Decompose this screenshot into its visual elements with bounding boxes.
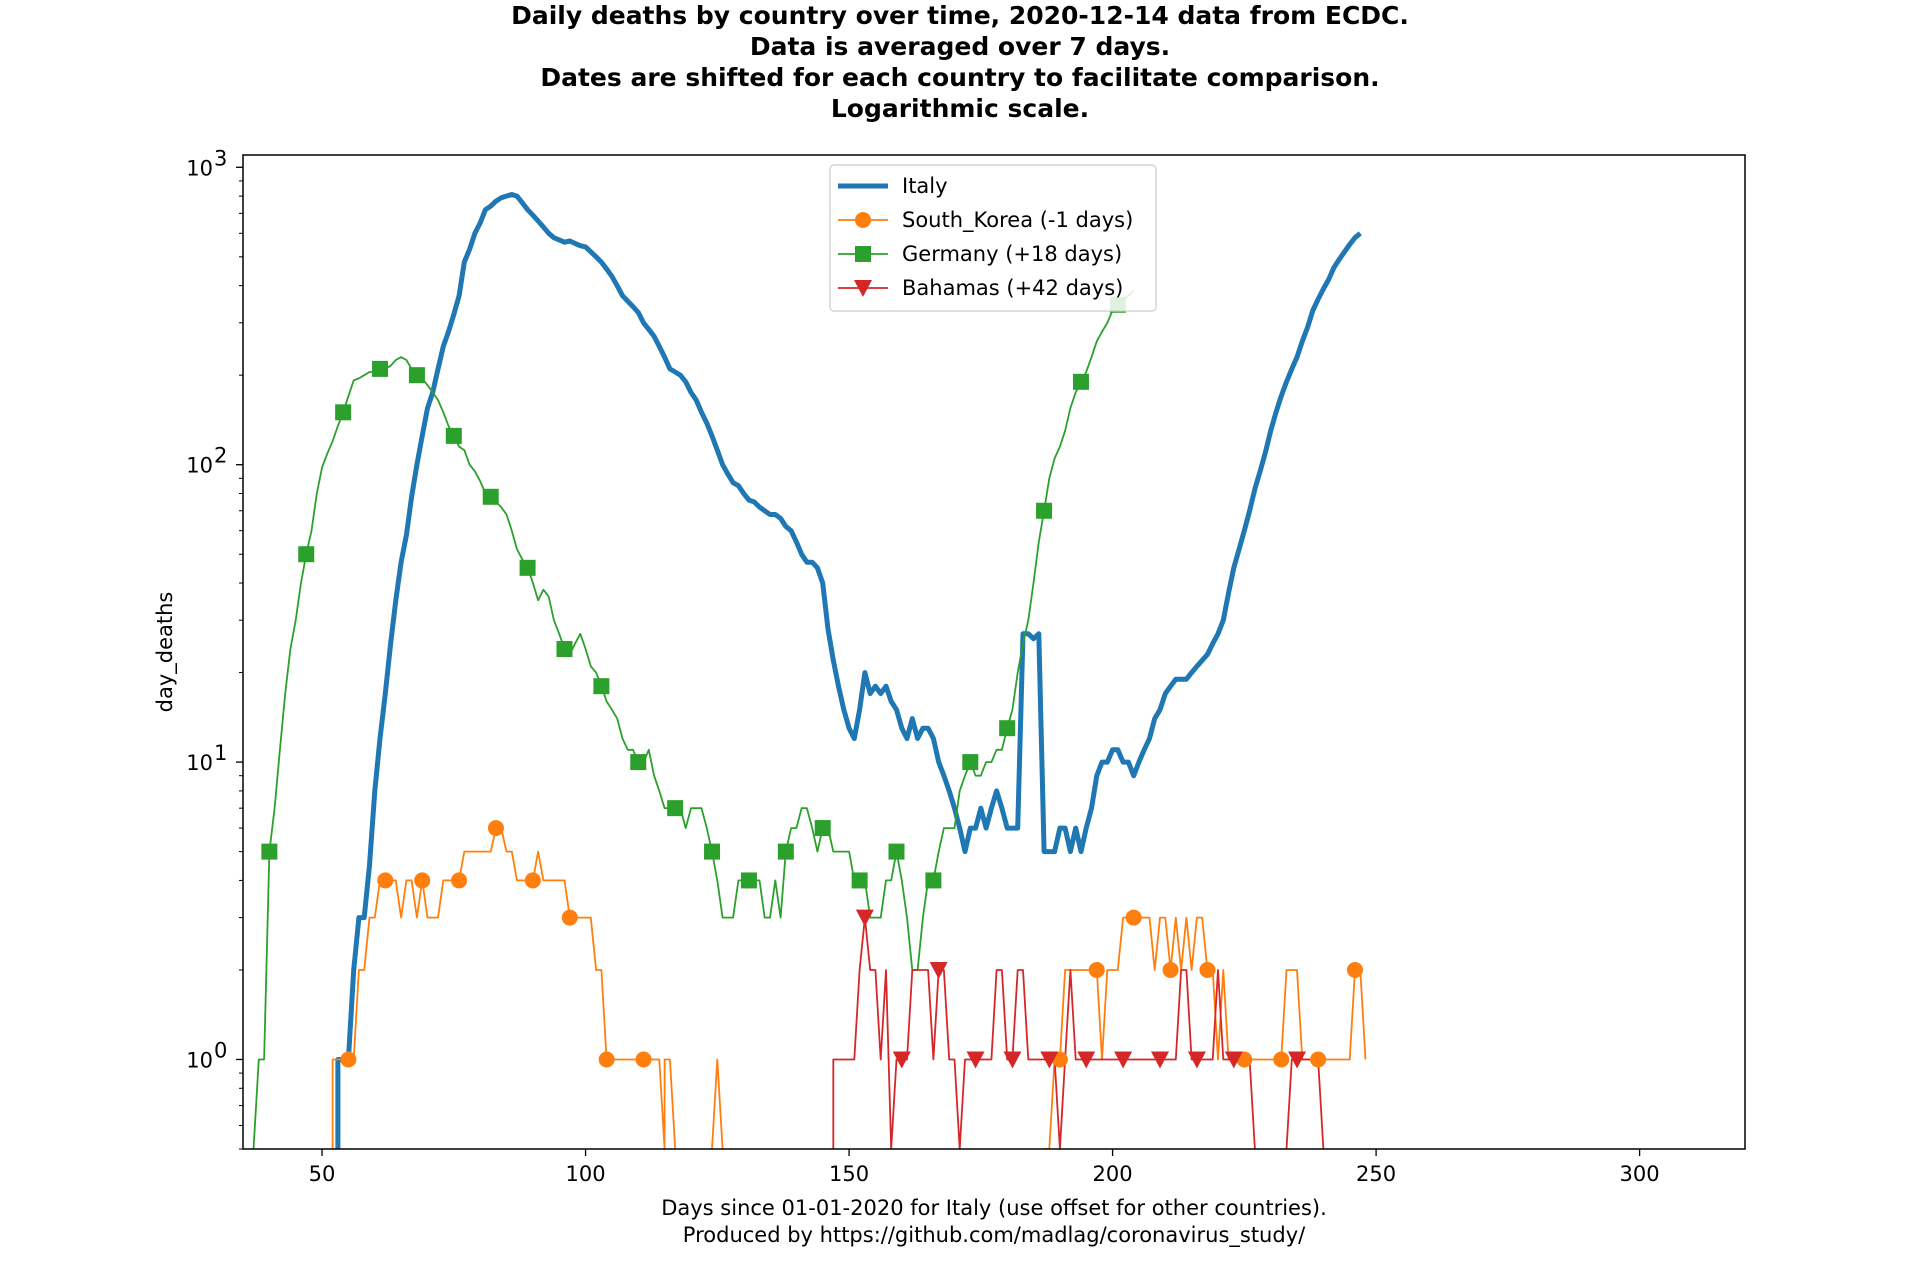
y-tick-label: 10 [186, 1048, 213, 1072]
data-point-marker [377, 872, 394, 889]
data-point-marker [1288, 1051, 1307, 1069]
data-point-marker [999, 720, 1016, 737]
data-point-marker [1036, 502, 1053, 519]
data-point-marker [962, 754, 979, 771]
data-point-marker [524, 872, 541, 889]
legend-label: Germany (+18 days) [902, 242, 1122, 266]
y-axis-label: day_deaths [153, 592, 178, 713]
y-tick-exponent: 0 [214, 1038, 227, 1062]
data-point-marker [561, 909, 578, 926]
legend-label: South_Korea (-1 days) [902, 208, 1133, 233]
data-point-marker [487, 820, 504, 837]
series-line-3 [832, 916, 1325, 1149]
data-point-marker [1199, 961, 1216, 978]
data-point-marker [451, 872, 468, 889]
data-point-marker [1310, 1051, 1327, 1068]
plot-frame [242, 154, 1746, 1150]
data-point-marker [635, 1051, 652, 1068]
data-point-marker [1072, 373, 1089, 390]
legend-label: Bahamas (+42 days) [902, 276, 1123, 300]
series-layer [252, 192, 1367, 1149]
data-point-marker [1162, 961, 1179, 978]
y-tick-label: 10 [186, 751, 213, 775]
data-point-marker [740, 872, 757, 889]
data-point-marker [1125, 909, 1142, 926]
data-point-marker [1347, 961, 1364, 978]
data-point-marker [704, 843, 721, 860]
legend-label: Italy [902, 174, 948, 198]
data-point-marker [408, 367, 425, 384]
data-point-marker [598, 1051, 615, 1068]
x-tick-label: 150 [829, 1162, 869, 1186]
series-line-2 [252, 289, 1135, 1149]
x-tick-label: 300 [1620, 1162, 1660, 1186]
data-point-marker [855, 909, 874, 927]
data-point-marker [925, 872, 942, 889]
x-tick-label: 200 [1093, 1162, 1133, 1186]
data-point-marker [966, 1051, 985, 1069]
chart-title-line: Daily deaths by country over time, 2020-… [511, 1, 1409, 30]
data-point-marker [1040, 1051, 1059, 1069]
data-point-marker [1077, 1051, 1096, 1069]
data-point-marker [445, 427, 462, 444]
y-tick-exponent: 2 [214, 444, 227, 468]
series-line-1 [331, 827, 1367, 1149]
data-point-marker [335, 404, 352, 421]
data-point-marker [1151, 1051, 1170, 1069]
data-point-marker [851, 872, 868, 889]
data-point-marker [519, 559, 536, 576]
data-point-marker [1003, 1051, 1022, 1069]
data-point-marker [414, 872, 431, 889]
chart-title-line: Dates are shifted for each country to fa… [540, 63, 1380, 92]
series-line-0 [335, 192, 1362, 1149]
data-point-marker [1187, 1051, 1206, 1069]
data-point-marker [667, 800, 684, 817]
data-point-marker [630, 754, 647, 771]
x-tick-label: 250 [1356, 1162, 1396, 1186]
data-point-marker [482, 488, 499, 505]
data-point-marker [929, 961, 948, 979]
data-point-marker [593, 678, 610, 695]
x-tick-label: 100 [566, 1162, 606, 1186]
data-point-marker [261, 843, 278, 860]
data-point-marker [340, 1051, 357, 1068]
data-point-marker [1114, 1051, 1133, 1069]
data-point-marker [1273, 1051, 1290, 1068]
y-tick-exponent: 1 [214, 741, 227, 765]
chart-title-block: Daily deaths by country over time, 2020-… [0, 0, 1920, 124]
x-tick-label: 50 [309, 1162, 336, 1186]
data-point-marker [814, 820, 831, 837]
data-point-marker [777, 843, 794, 860]
chart-title-line: Logarithmic scale. [830, 94, 1090, 123]
legend-box [829, 164, 1157, 312]
legend-marker [855, 246, 871, 262]
data-point-marker [1224, 1051, 1243, 1069]
data-point-marker [888, 843, 905, 860]
legend: Italy South_Korea (-1 days) Germany (+18 d… [829, 164, 1157, 312]
data-point-marker [892, 1051, 911, 1069]
data-point-marker [298, 546, 315, 563]
marker-layer [261, 296, 1364, 1069]
y-tick-exponent: 3 [214, 146, 227, 170]
data-point-marker [556, 641, 573, 658]
legend-marker [855, 212, 871, 228]
data-point-marker [1088, 961, 1105, 978]
legend-marker [854, 280, 872, 297]
x-axis-label: Days since 01-01-2020 for Italy (use off… [661, 1196, 1327, 1220]
y-tick-label: 10 [186, 156, 213, 180]
y-tick-label: 10 [186, 454, 213, 478]
chart-title-line: Data is averaged over 7 days. [749, 32, 1171, 61]
data-point-marker [372, 360, 389, 377]
x-axis-label-line2: Produced by https://github.com/madlag/co… [683, 1223, 1306, 1248]
